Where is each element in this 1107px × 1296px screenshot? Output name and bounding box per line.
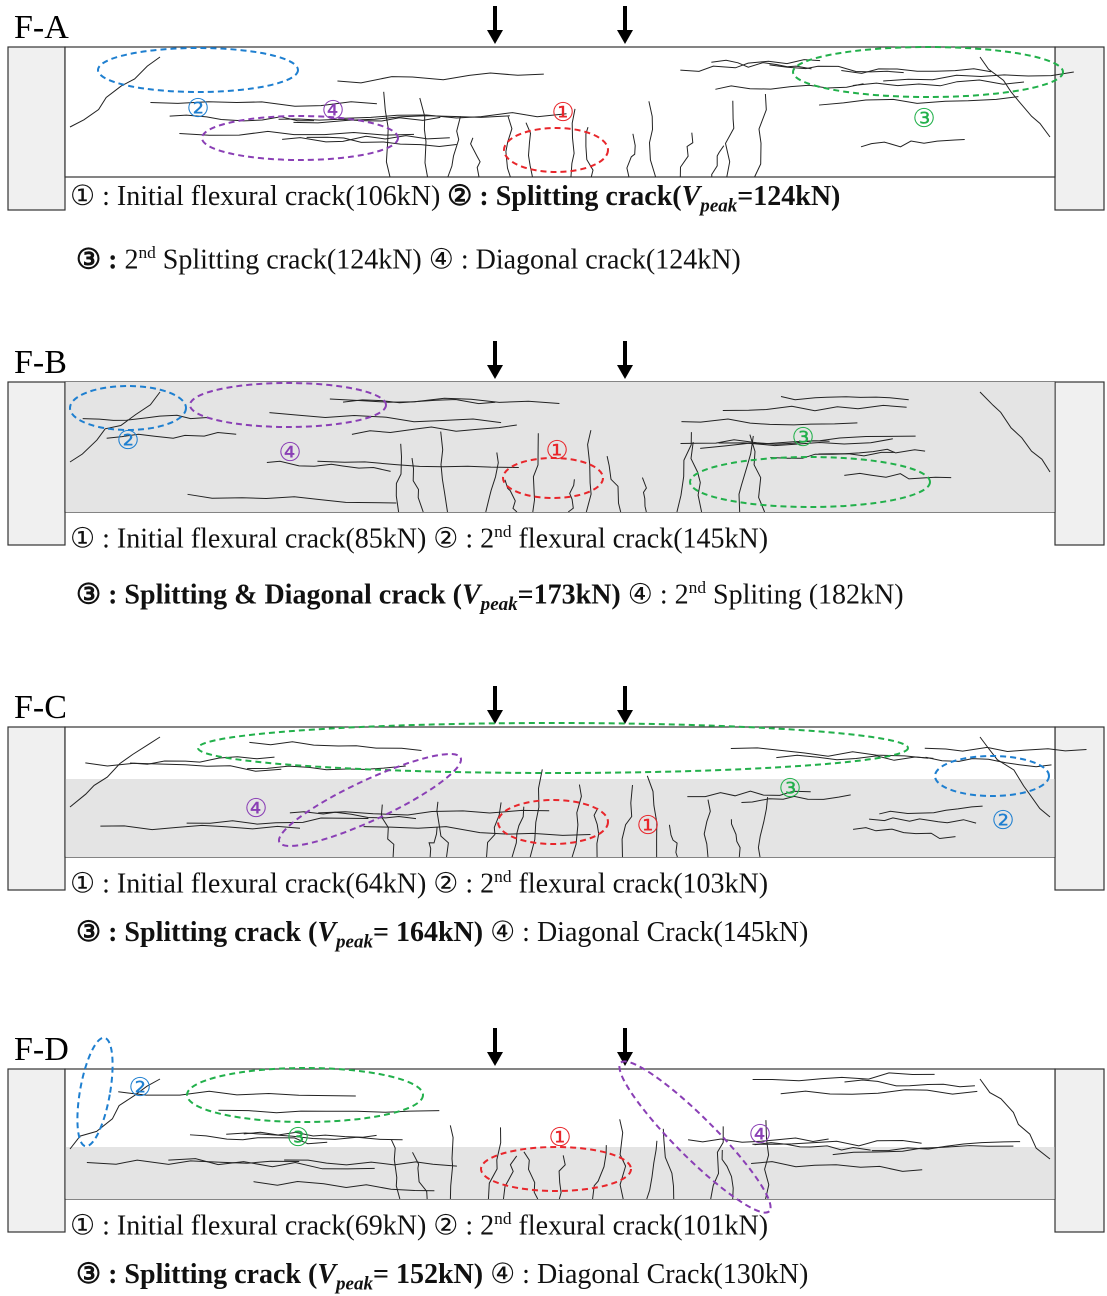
- caption-text: ③ : Splitting crack (: [76, 917, 317, 948]
- support: [8, 47, 65, 210]
- caption-text: ④ : Diagonal Crack(130kN): [483, 1259, 808, 1290]
- caption-text: =124kN): [737, 181, 840, 212]
- crack-marker: ③: [286, 1123, 309, 1153]
- caption-text: ① : Initial flexural crack(106kN): [70, 181, 447, 212]
- caption-text: ④ : Diagonal Crack(145kN): [483, 917, 808, 948]
- caption-text: nd: [689, 578, 706, 597]
- caption-text: V: [317, 917, 336, 948]
- caption-text: ① : Initial flexural crack(85kN) ② : 2: [70, 523, 494, 554]
- panel: F-B ① ② ③ ④ ① : Initial flexural crack(85kN) …: [0, 335, 1107, 609]
- caption-line: ③ : 2nd Splitting crack(124kN) ④ : Diago…: [76, 236, 741, 277]
- caption-text: Splitting crack(124kN) ④ : Diagonal crac…: [156, 244, 741, 275]
- caption-text: ② : Splitting crack(: [447, 181, 681, 212]
- page: F-A ① ② ③ ④ ① : Initial flexural crack(106kN)…: [0, 0, 1107, 1296]
- shade: [66, 1147, 1055, 1199]
- load-arrow-head: [487, 1052, 503, 1066]
- caption-text: ③ :: [76, 244, 124, 275]
- caption-text: ① : Initial flexural crack(69kN) ② : 2: [70, 1210, 494, 1241]
- caption-line: ③ : Splitting crack (Vpeak= 152kN) ④ : D…: [76, 1258, 808, 1296]
- panel-label: F-D: [14, 1031, 69, 1068]
- load-arrow-head: [617, 1052, 633, 1066]
- caption-text: ③ : Splitting crack (: [76, 1259, 317, 1290]
- load-arrow-head: [617, 365, 633, 379]
- support: [8, 1069, 65, 1232]
- panel-label: F-B: [14, 344, 67, 381]
- support: [1055, 1069, 1104, 1232]
- caption-text: flexural crack(101kN): [512, 1210, 769, 1241]
- crack-marker: ②: [128, 1073, 151, 1103]
- crack-marker: ④: [278, 438, 301, 468]
- caption-text: nd: [494, 867, 511, 886]
- crack-marker: ②: [116, 426, 139, 456]
- support: [8, 727, 65, 890]
- load-arrow-head: [487, 710, 503, 724]
- panel-label: F-C: [14, 689, 67, 726]
- caption-line: ① : Initial flexural crack(85kN) ② : 2nd…: [70, 515, 768, 556]
- caption-line: ① : Initial flexural crack(64kN) ② : 2nd…: [70, 860, 768, 901]
- crack-marker: ④: [748, 1120, 771, 1150]
- load-arrow-head: [617, 710, 633, 724]
- caption-text: V: [462, 579, 481, 610]
- panel: F-A ① ② ③ ④ ① : Initial flexural crack(106kN)…: [0, 0, 1107, 274]
- caption-line: ① : Initial flexural crack(69kN) ② : 2nd…: [70, 1202, 768, 1243]
- panel-label: F-A: [14, 9, 69, 46]
- caption-text: = 152kN): [373, 1259, 483, 1290]
- load-arrow-head: [487, 30, 503, 44]
- crack-marker: ④: [244, 794, 267, 824]
- caption-text: Spliting (182kN): [706, 579, 904, 610]
- panel: F-C ① ② ③ ④ ① : Initial flexural crack(64kN) …: [0, 680, 1107, 954]
- caption-text: = 164kN): [373, 917, 483, 948]
- load-arrow-head: [617, 30, 633, 44]
- caption-text: ① : Initial flexural crack(64kN) ② : 2: [70, 868, 494, 899]
- caption-text: peak: [336, 932, 373, 953]
- caption-line: ① : Initial flexural crack(106kN) ② : Sp…: [70, 180, 840, 224]
- caption-text: nd: [494, 522, 511, 541]
- support: [1055, 727, 1104, 890]
- crack-marker: ①: [548, 1123, 571, 1153]
- caption-text: V: [317, 1259, 336, 1290]
- crack-marker: ③: [778, 774, 801, 804]
- shade: [66, 779, 1055, 857]
- caption-line: ③ : Splitting & Diagonal crack (Vpeak=17…: [76, 571, 904, 622]
- caption-text: peak: [700, 196, 737, 217]
- crack-marker: ①: [545, 436, 568, 466]
- crack-marker: ③: [912, 104, 935, 134]
- panel: F-D ① ② ③ ④ ① : Initial flexural crack(69kN) …: [0, 1022, 1107, 1296]
- caption-text: nd: [138, 243, 155, 262]
- caption-text: peak: [481, 594, 518, 615]
- caption-text: V: [682, 181, 701, 212]
- crack-marker: ①: [636, 811, 659, 841]
- caption-line: ③ : Splitting crack (Vpeak= 164kN) ④ : D…: [76, 916, 808, 960]
- caption-text: =173kN): [518, 579, 621, 610]
- crack-marker: ②: [186, 94, 209, 124]
- caption-text: flexural crack(145kN): [512, 523, 769, 554]
- caption-text: nd: [494, 1209, 511, 1228]
- caption-text: peak: [336, 1274, 373, 1295]
- caption-text: ③ : Splitting & Diagonal crack (: [76, 579, 462, 610]
- support: [1055, 382, 1104, 545]
- crack-marker: ②: [991, 806, 1014, 836]
- load-arrow-head: [487, 365, 503, 379]
- caption-text: ④ : 2: [621, 579, 689, 610]
- support: [8, 382, 65, 545]
- crack-marker: ①: [551, 98, 574, 128]
- caption-text: flexural crack(103kN): [512, 868, 769, 899]
- crack-marker: ③: [791, 423, 814, 453]
- crack-marker: ④: [321, 96, 344, 126]
- caption-text: 2: [124, 244, 138, 275]
